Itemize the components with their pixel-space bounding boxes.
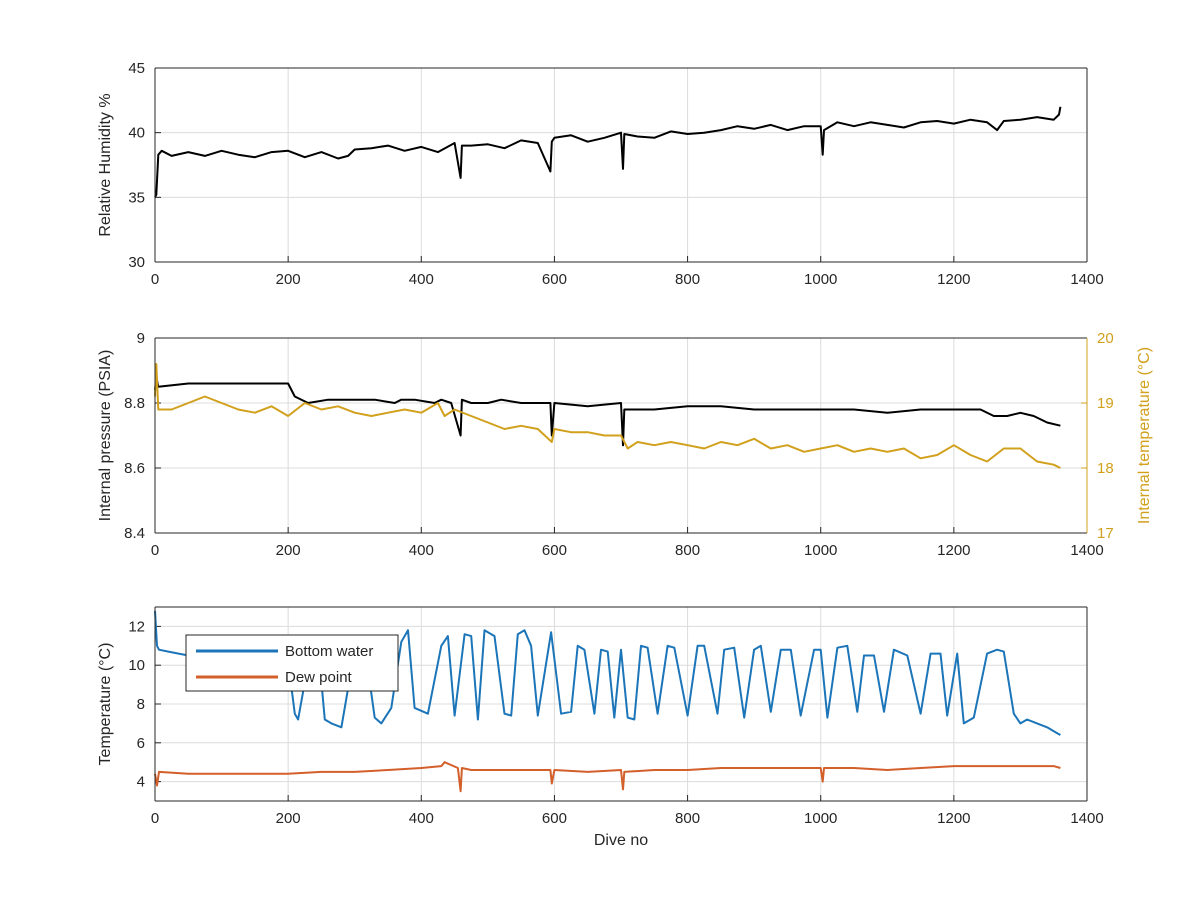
y-tick-label: 8.8	[124, 395, 145, 412]
x-tick-label: 0	[151, 271, 159, 288]
panel-1: 0 200 400 600 800 1000 1200 1400 30 35 40 45 Relativ…	[97, 60, 1104, 288]
y-right-tick-label: 20	[1097, 330, 1114, 347]
x-tick-label: 200	[276, 810, 301, 827]
panel-3: 0 200 400 600 800 1000 1200 1400 4 6 8 10 12 Temperat…	[97, 606, 1104, 849]
x-tick-label: 400	[409, 810, 434, 827]
y-tick-label: 8.6	[124, 460, 145, 477]
series-line-dew-point	[154, 761, 1061, 793]
x-tick-label: 800	[675, 271, 700, 288]
x-tick-label: 1000	[804, 810, 837, 827]
y-tick-label: 10	[128, 657, 145, 674]
legend: Bottom water Dew point	[185, 634, 399, 692]
x-tick-label: 1000	[804, 542, 837, 559]
x-tick-label: 600	[542, 542, 567, 559]
y-tick-label: 9	[137, 330, 145, 347]
x-tick-label: 200	[276, 542, 301, 559]
x-tick-label: 400	[409, 271, 434, 288]
x-tick-label: 1000	[804, 271, 837, 288]
y-tick-label: 30	[128, 254, 145, 271]
x-tick-label: 200	[276, 271, 301, 288]
y-axis-label: Internal pressure (PSIA)	[97, 350, 114, 522]
series-line-series-1	[154, 106, 1062, 198]
y-tick-label: 40	[128, 125, 145, 142]
x-tick-label: 1400	[1070, 542, 1103, 559]
y-right-tick-label: 18	[1097, 460, 1114, 477]
panel-2: 0 200 400 600 800 1000 1200 1400 8.4 8.6 8.8 9 17 18 1…	[97, 330, 1153, 559]
x-tick-label: 1200	[937, 810, 970, 827]
plot-area	[155, 68, 1087, 262]
legend-label: Bottom water	[285, 643, 373, 660]
x-tick-label: 0	[151, 810, 159, 827]
x-tick-label: 1400	[1070, 810, 1103, 827]
x-tick-label: 600	[542, 810, 567, 827]
y-tick-label: 4	[137, 774, 145, 791]
x-tick-label: 0	[151, 542, 159, 559]
y-right-tick-label: 19	[1097, 395, 1114, 412]
series-line-series-2	[154, 363, 1061, 469]
x-tick-label: 400	[409, 542, 434, 559]
x-tick-label: 600	[542, 271, 567, 288]
y-axis-label: Relative Humidity %	[97, 93, 114, 236]
x-tick-label: 800	[675, 810, 700, 827]
y-axis-label: Temperature (°C)	[97, 643, 114, 766]
x-tick-label: 1400	[1070, 271, 1103, 288]
legend-box	[185, 634, 399, 692]
x-axis-label: Dive no	[594, 832, 648, 849]
y-tick-label: 12	[128, 618, 145, 635]
y-tick-label: 45	[128, 60, 145, 77]
series-line-series-1	[154, 376, 1061, 447]
y-tick-label: 8	[137, 696, 145, 713]
x-tick-label: 800	[675, 542, 700, 559]
legend-label: Dew point	[285, 669, 353, 686]
y-tick-label: 8.4	[124, 525, 145, 542]
y-axis-label-right: Internal temperature (°C)	[1136, 347, 1153, 524]
y-right-tick-label: 17	[1097, 525, 1114, 542]
x-tick-label: 1200	[937, 542, 970, 559]
x-tick-label: 1200	[937, 271, 970, 288]
y-tick-label: 35	[128, 189, 145, 206]
y-tick-label: 6	[137, 735, 145, 752]
